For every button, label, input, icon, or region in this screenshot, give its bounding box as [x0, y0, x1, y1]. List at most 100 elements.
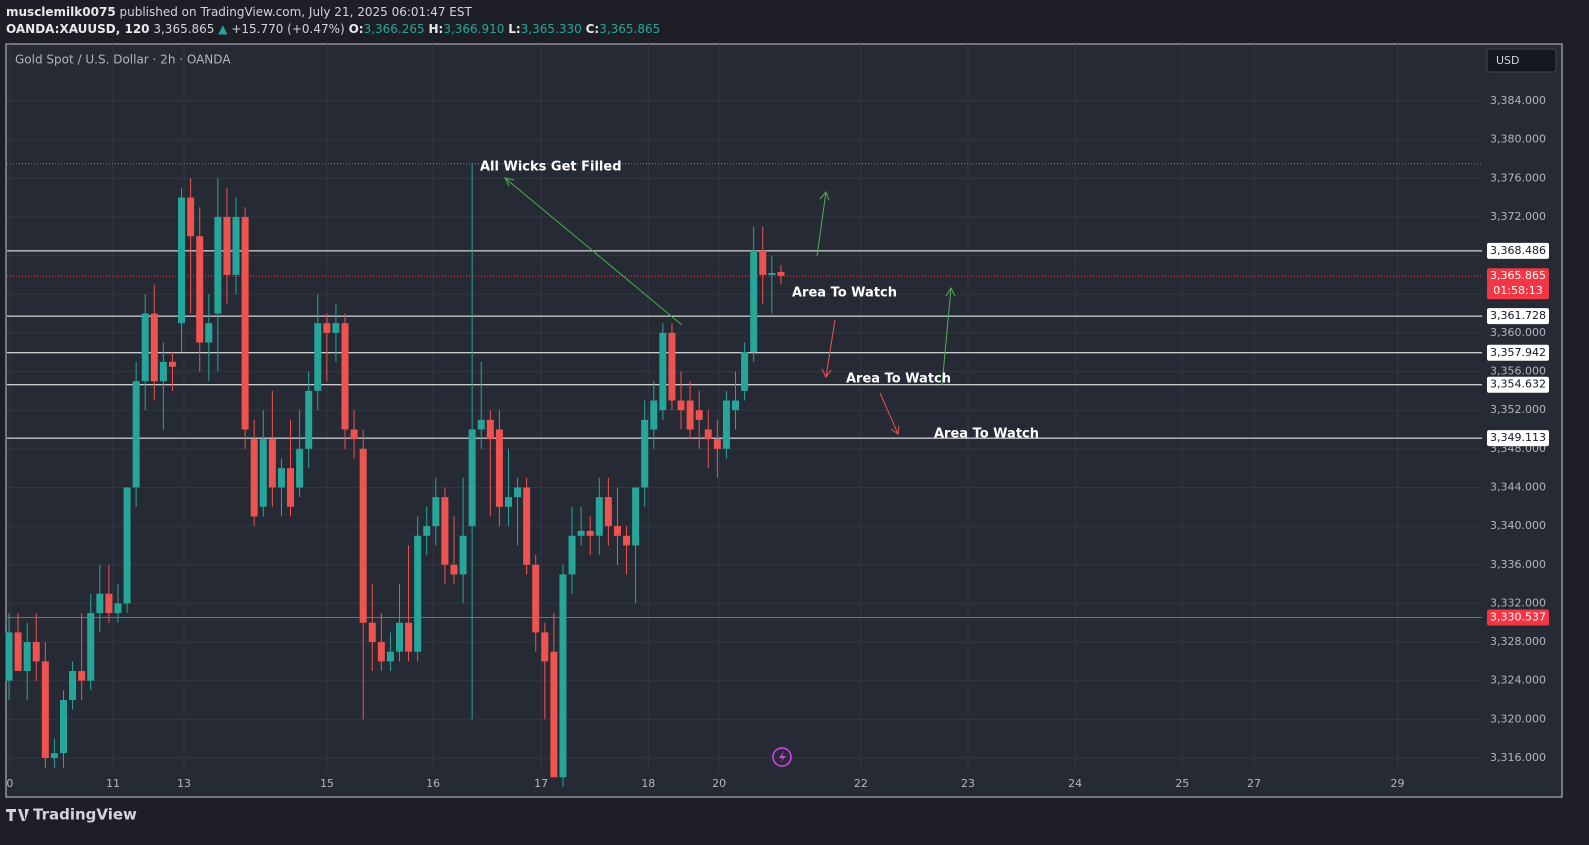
y-tick-label: 3,372.000 [1490, 210, 1546, 223]
level-tag-label: 3,368.486 [1490, 244, 1546, 257]
arrow [816, 191, 827, 257]
candle-body [523, 487, 531, 565]
candle-body [713, 439, 721, 449]
candle-body [250, 439, 258, 517]
candle-body [695, 410, 703, 420]
candle-body [704, 429, 712, 440]
candle-body [168, 361, 176, 367]
brand-logo [6, 809, 29, 821]
candle-body [641, 419, 649, 488]
chart-title: Gold Spot / U.S. Dollar · 2h · OANDA [15, 53, 231, 67]
candle-body [268, 439, 276, 488]
candle-body [568, 535, 576, 575]
candle-body [432, 497, 440, 527]
candle-body [459, 535, 467, 575]
candle-body [350, 429, 358, 440]
y-tick-label: 3,332.000 [1490, 596, 1546, 609]
l: 3,365.330 [520, 22, 582, 36]
candle-body [486, 419, 494, 440]
x-tick-label: 27 [1247, 777, 1261, 790]
last-price-tag [1487, 268, 1549, 300]
candle-body [668, 332, 676, 401]
candle-body [414, 535, 422, 652]
candle-body [187, 197, 195, 237]
h: 3,366.910 [443, 22, 505, 36]
y-tick-label: 3,356.000 [1490, 365, 1546, 378]
candle-body [613, 526, 621, 536]
price: 3,365.865 [153, 22, 215, 36]
arrow-head [504, 177, 515, 187]
y-tick-label: 3,376.000 [1490, 171, 1546, 184]
candle-body [32, 642, 40, 662]
o-label: O: [348, 22, 364, 36]
candle-body [386, 651, 394, 662]
support-tag [1487, 609, 1549, 626]
x-tick-label: 17 [534, 777, 548, 790]
candle-body [23, 642, 31, 672]
y-tick-label: 3,360.000 [1490, 326, 1546, 339]
candle-body [123, 487, 131, 604]
candle-body [741, 352, 749, 391]
o: 3,366.265 [363, 22, 425, 36]
chart-frame [5, 43, 1563, 798]
x-tick-label: 13 [177, 777, 191, 790]
candle-body [214, 216, 222, 314]
y-tick-label: 3,324.000 [1490, 674, 1546, 687]
annotation: All Wicks Get Filled [480, 160, 622, 175]
candle-body [241, 216, 249, 430]
annotation: Area To Watch [792, 286, 897, 301]
candle-body [14, 632, 22, 672]
y-tick-label: 3,320.000 [1490, 712, 1546, 725]
candle-body [205, 323, 213, 343]
candle-body [377, 642, 385, 662]
candle-body [323, 323, 331, 333]
candle-body [423, 526, 431, 536]
candle-body [623, 535, 631, 546]
x-tick-label: 18 [641, 777, 655, 790]
candle-body [395, 622, 403, 652]
c: 3,365.865 [599, 22, 661, 36]
candle-body [650, 400, 658, 430]
x-tick-label: 25 [1175, 777, 1189, 790]
brand-name: TradingView [33, 806, 137, 824]
x-tick-label: 22 [854, 777, 868, 790]
x-tick-label: 11 [106, 777, 120, 790]
candle-body [777, 272, 785, 276]
alert-icon[interactable] [772, 747, 792, 767]
levels [7, 163, 1482, 619]
x-tick-label: 29 [1391, 777, 1405, 790]
candle-body [577, 530, 585, 536]
candle-body [405, 622, 413, 652]
c-label: C: [585, 22, 600, 36]
level-tag-label: 3,357.942 [1490, 346, 1546, 359]
annotations: All Wicks Get Filled Area To Watch Area To… [480, 160, 1039, 442]
y-tick-label: 3,380.000 [1490, 133, 1546, 146]
candle-body [595, 497, 603, 536]
candle-body [659, 332, 667, 411]
y-tick-label: 3,340.000 [1490, 519, 1546, 532]
candle-body [132, 381, 140, 488]
candle-body [468, 429, 476, 527]
candle-body [277, 468, 285, 488]
y-tick-label: 3,328.000 [1490, 635, 1546, 648]
candle-body [477, 419, 485, 430]
y-tick-label: 3,344.000 [1490, 480, 1546, 493]
x-tick-label: 15 [320, 777, 334, 790]
level-tag [1487, 344, 1549, 361]
candle-body [559, 574, 567, 778]
change: +15.770 (+0.47%) [231, 22, 345, 36]
candle-body [159, 361, 167, 382]
currency-button[interactable] [1486, 48, 1557, 73]
arrow [504, 177, 683, 326]
axes: 3,316.000 3,320.000 3,324.000 3,328.000 3,33… [6, 94, 1549, 790]
level-tag-label: 3,361.728 [1490, 309, 1546, 322]
candle-body [368, 622, 376, 643]
candle-body [722, 400, 730, 449]
arrow [941, 287, 952, 386]
candle-body [59, 700, 67, 754]
candle-body [750, 250, 758, 353]
level-tag-label: 3,349.113 [1490, 431, 1546, 444]
candle-body [141, 313, 149, 382]
y-tick-label: 3,384.000 [1490, 94, 1546, 107]
